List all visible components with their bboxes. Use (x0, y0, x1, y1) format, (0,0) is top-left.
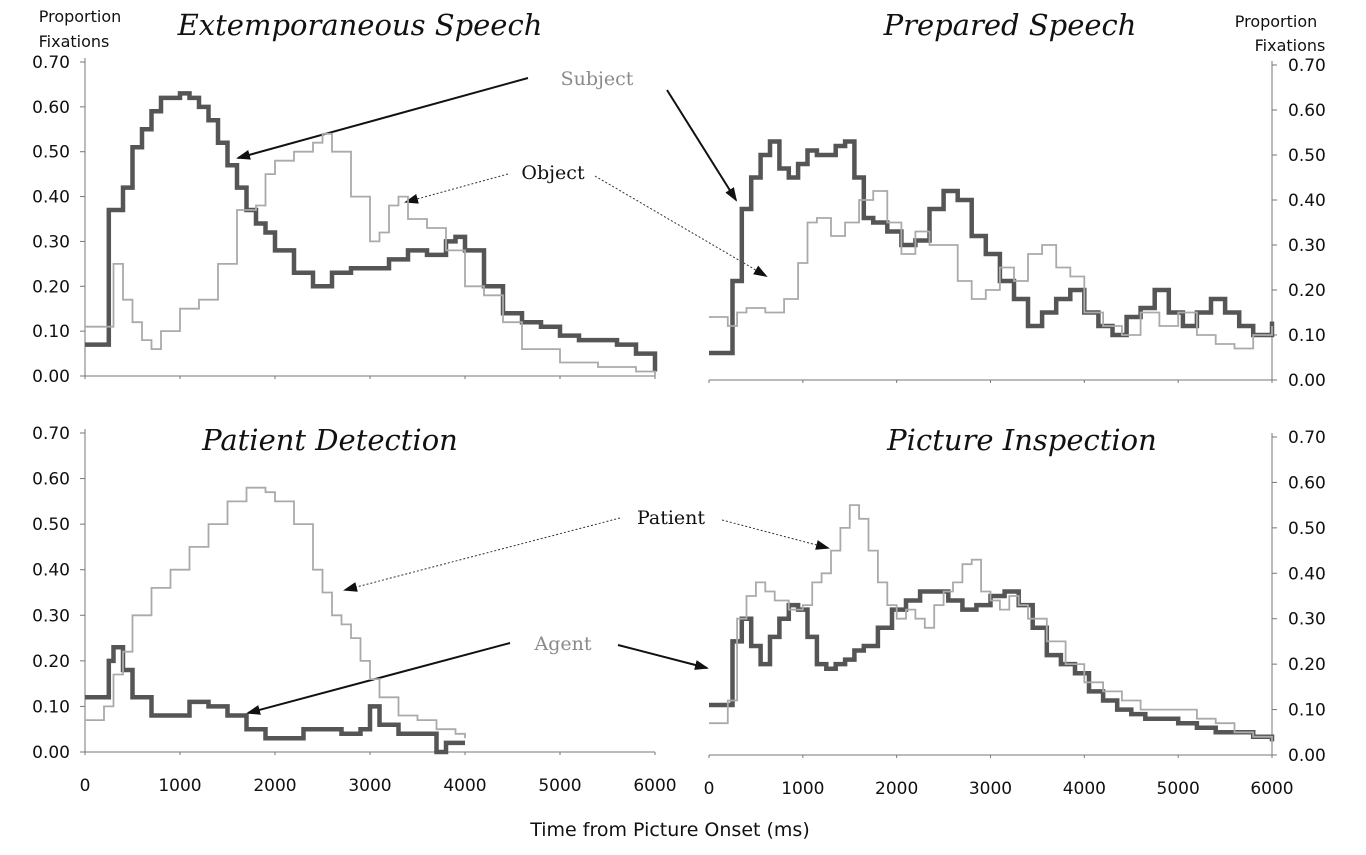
x-tick-label: 5000 (1157, 779, 1200, 799)
x-axis-title: Time from Picture Onset (ms) (529, 819, 809, 841)
y-axis-label-right-line1: Proportion (1235, 12, 1318, 31)
y-tick-label: 0.10 (1288, 326, 1326, 346)
x-tick-label: 0 (80, 776, 91, 796)
y-tick-label: 0.50 (1288, 146, 1326, 166)
x-tick-label: 5000 (538, 776, 581, 796)
panel-extemporaneous: 0.00 0.10 0.20 0.30 0.40 0.50 0.60 0.70 (32, 53, 658, 387)
panel-picture-inspection: 0.00 0.10 0.20 0.30 0.40 0.50 0.60 0.70 0 1000 200… (704, 428, 1326, 799)
x-tick-label: 1000 (158, 776, 201, 796)
arrow-agent-left (246, 642, 511, 715)
x-tick-label: 2000 (875, 779, 918, 799)
panel-title-patient-detection: Patient Detection (201, 423, 458, 457)
x-tick-label: 3000 (348, 776, 391, 796)
y-tick-label: 0.00 (1288, 746, 1326, 766)
panel-prepared: 0.00 0.10 0.20 0.30 0.40 0.50 0.60 0.70 (708, 56, 1326, 391)
series-line-agent (85, 644, 465, 755)
y-tick-label: 0.00 (32, 367, 70, 387)
x-tick-label: 4000 (443, 776, 486, 796)
series-line-subject (709, 139, 1275, 356)
series-line-object (709, 190, 1273, 350)
y-tick-label: 0.50 (32, 515, 70, 535)
x-tick-label: 6000 (1250, 779, 1293, 799)
series-line-patient (709, 504, 1273, 742)
x-tick-label: 1000 (781, 779, 824, 799)
y-axis-label-left-line2: Fixations (39, 32, 110, 51)
x-tick-label: 2000 (253, 776, 296, 796)
arrow-agent-right (617, 644, 709, 670)
series-line-agent (709, 589, 1275, 742)
x-tick-label: 6000 (633, 776, 676, 796)
annotation-patient: Patient (637, 507, 705, 529)
y-tick-label: 0.40 (32, 188, 70, 208)
x-tick-label: 0 (704, 779, 715, 799)
y-tick-label: 0.70 (1288, 56, 1326, 76)
y-tick-label: 0.00 (32, 743, 70, 763)
y-tick-label: 0.70 (1288, 428, 1326, 448)
annotation-agent: Agent (534, 633, 592, 655)
y-tick-label: 0.70 (32, 424, 70, 444)
panel-title-prepared: Prepared Speech (883, 8, 1137, 42)
panel-title-picture-inspection: Picture Inspection (886, 423, 1157, 457)
y-tick-label: 0.20 (32, 277, 70, 297)
y-tick-label: 0.30 (32, 606, 70, 626)
series-line-patient (85, 486, 466, 739)
y-tick-label: 0.30 (1288, 236, 1326, 256)
arrow-patient-right (721, 519, 830, 550)
y-tick-label: 0.60 (1288, 473, 1326, 493)
annotation-subject: Subject (561, 68, 634, 90)
arrow-subject-right (666, 89, 738, 202)
y-tick-label: 0.60 (1288, 101, 1326, 121)
y-tick-label: 0.30 (32, 232, 70, 252)
arrow-subject-left (236, 77, 529, 160)
y-axis-label-left-line1: Proportion (39, 7, 122, 26)
y-tick-label: 0.60 (32, 98, 70, 118)
y-tick-label: 0.60 (32, 470, 70, 490)
y-tick-label: 0.30 (1288, 610, 1326, 630)
y-tick-label: 0.40 (1288, 564, 1326, 584)
y-axis-label-right-line2: Fixations (1255, 36, 1326, 55)
arrow-patient-left (343, 517, 621, 592)
series-line-object (85, 132, 656, 376)
series-line-subject (85, 91, 658, 372)
y-tick-label: 0.20 (1288, 281, 1326, 301)
y-tick-label: 0.50 (32, 143, 70, 163)
y-tick-label: 0.10 (32, 322, 70, 342)
x-tick-label: 3000 (969, 779, 1012, 799)
y-tick-label: 0.20 (1288, 655, 1326, 675)
annotation-object: Object (521, 162, 585, 184)
panel-title-extemporaneous: Extemporaneous Speech (177, 8, 543, 42)
y-tick-label: 0.50 (1288, 519, 1326, 539)
y-tick-label: 0.40 (1288, 191, 1326, 211)
y-tick-label: 0.00 (1288, 371, 1326, 391)
x-tick-label: 4000 (1063, 779, 1106, 799)
y-tick-label: 0.20 (32, 652, 70, 672)
y-tick-label: 0.10 (1288, 701, 1326, 721)
panel-patient-detection: 0.00 0.10 0.20 0.30 0.40 0.50 0.60 0.70 0 1000 200… (32, 424, 676, 796)
y-tick-label: 0.10 (32, 697, 70, 717)
arrow-object-right (594, 175, 768, 278)
arrow-object-left (404, 173, 509, 204)
y-tick-label: 0.40 (32, 561, 70, 581)
y-tick-label: 0.70 (32, 53, 70, 73)
